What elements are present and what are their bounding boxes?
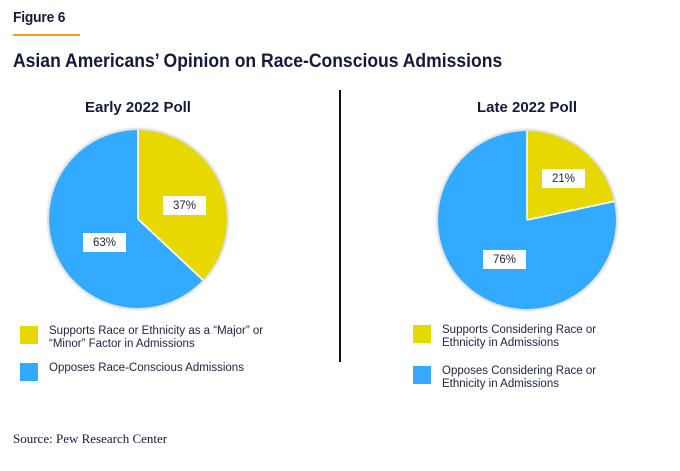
legend-swatch-oppose [20,363,38,381]
pie-outline [437,130,617,310]
chart-title: Asian Americans’ Opinion on Race-Conscio… [13,50,503,72]
slice-label-late-oppose: 76% [483,250,526,269]
slice-separator [526,200,615,221]
slice-label-early-support: 37% [163,196,206,215]
pie-title-late-2022: Late 2022 Poll [476,99,578,116]
legend-swatch-support [20,326,38,344]
pie-early-2022 [48,129,228,309]
figure-label-underline [13,34,80,36]
source-note: Source: Pew Research Center [13,431,168,446]
panel-divider [339,90,341,362]
legend-item-early-oppose: Opposes Race-Conscious Admissions [20,362,279,381]
pie-late-2022 [437,130,617,310]
legend-label: Opposes Race-Conscious Admissions [49,362,244,374]
legend-label: Opposes Considering Race or Ethnicity in… [442,365,597,390]
slice-separator [137,218,204,281]
pie-outline [48,129,228,309]
slice-label-early-oppose: 63% [83,233,126,252]
legend-label: Supports Considering Race or Ethnicity i… [442,324,597,349]
legend-swatch-support [413,325,431,343]
legend-swatch-oppose [413,366,431,384]
pie-title-early-2022: Early 2022 Poll [85,99,191,116]
legend-label: Supports Race or Ethnicity as a “Major” … [49,325,264,350]
pie-slice-oppose [438,131,616,310]
legend-item-early-support: Supports Race or Ethnicity as a “Major” … [20,325,269,350]
legend-item-late-oppose: Opposes Considering Race or Ethnicity in… [413,365,607,390]
slice-label-late-support: 21% [542,169,585,188]
legend-item-late-support: Supports Considering Race or Ethnicity i… [413,324,607,349]
figure-label: Figure 6 [13,9,66,26]
pie-slice-oppose [49,130,203,308]
